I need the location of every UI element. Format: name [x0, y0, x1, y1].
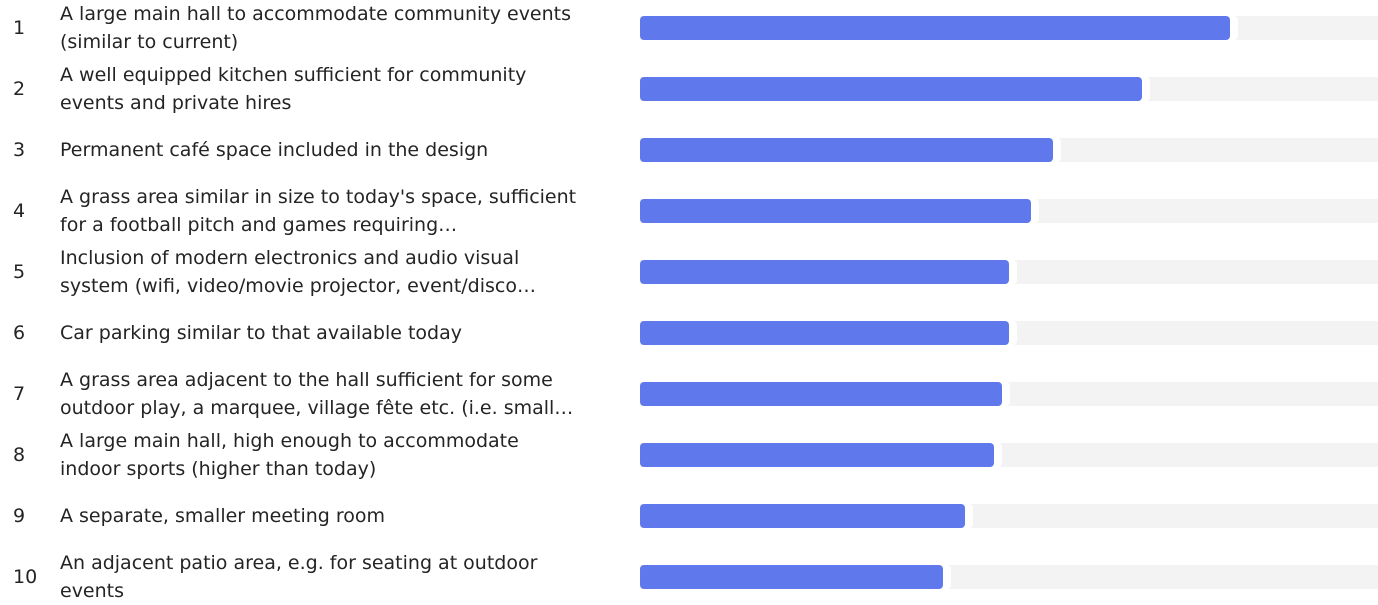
- category-label: A grass area adjacent to the hall suffic…: [60, 369, 574, 419]
- bar-track: [640, 260, 1378, 284]
- bar: [640, 16, 1231, 40]
- chart-row: 3 Permanent café space included in the de…: [0, 122, 1378, 178]
- bar: [640, 565, 943, 589]
- bar-track: [640, 565, 1378, 589]
- category-label: A separate, smaller meeting room: [60, 505, 386, 527]
- chart-row: 1 A large main hall to accommodate commun…: [0, 0, 1378, 56]
- chart-row: 4 A grass area similar in size to today's…: [0, 183, 1378, 239]
- bar-track: [640, 504, 1378, 528]
- rank-number: 1: [13, 17, 26, 39]
- category-label: A large main hall, high enough to accomm…: [60, 430, 519, 480]
- bar-track: [640, 16, 1378, 40]
- rank-number: 5: [13, 261, 26, 283]
- rank-number: 6: [13, 322, 26, 344]
- rank-number: 7: [13, 383, 26, 405]
- rank-number: 3: [13, 139, 26, 161]
- chart-row: 8 A large main hall, high enough to accom…: [0, 427, 1378, 483]
- chart-row: 6 Car parking similar to that available t…: [0, 305, 1378, 361]
- category-label: A well equipped kitchen sufficient for c…: [60, 64, 527, 114]
- chart-row: 10 An adjacent patio area, e.g. for seati…: [0, 549, 1378, 605]
- category-label: A grass area similar in size to today's …: [60, 186, 577, 236]
- bar-track: [640, 321, 1378, 345]
- bar: [640, 321, 1009, 345]
- bar: [640, 77, 1142, 101]
- chart-row: 2 A well equipped kitchen sufficient for …: [0, 61, 1378, 117]
- chart-row: 7 A grass area adjacent to the hall suffi…: [0, 366, 1378, 422]
- bar: [640, 138, 1054, 162]
- category-label: Car parking similar to that available to…: [60, 322, 462, 344]
- category-label: An adjacent patio area, e.g. for seating…: [60, 552, 538, 602]
- bar: [640, 382, 1002, 406]
- bar: [640, 443, 995, 467]
- rank-number: 10: [13, 566, 38, 588]
- rank-number: 8: [13, 444, 26, 466]
- rank-number: 4: [13, 200, 26, 222]
- chart-row: 5 Inclusion of modern electronics and aud…: [0, 244, 1378, 300]
- bar: [640, 199, 1032, 223]
- rank-number: 9: [13, 505, 26, 527]
- bar-track: [640, 199, 1378, 223]
- category-label: Inclusion of modern electronics and audi…: [60, 247, 536, 297]
- bar-track: [640, 77, 1378, 101]
- bar-track: [640, 138, 1378, 162]
- chart-row: 9 A separate, smaller meeting room: [0, 488, 1378, 544]
- category-label: A large main hall to accommodate communi…: [60, 3, 572, 53]
- bar-track: [640, 382, 1378, 406]
- bar: [640, 504, 965, 528]
- rank-number: 2: [13, 78, 26, 100]
- bar: [640, 260, 1009, 284]
- category-label: Permanent café space included in the des…: [60, 139, 489, 161]
- bar-track: [640, 443, 1378, 467]
